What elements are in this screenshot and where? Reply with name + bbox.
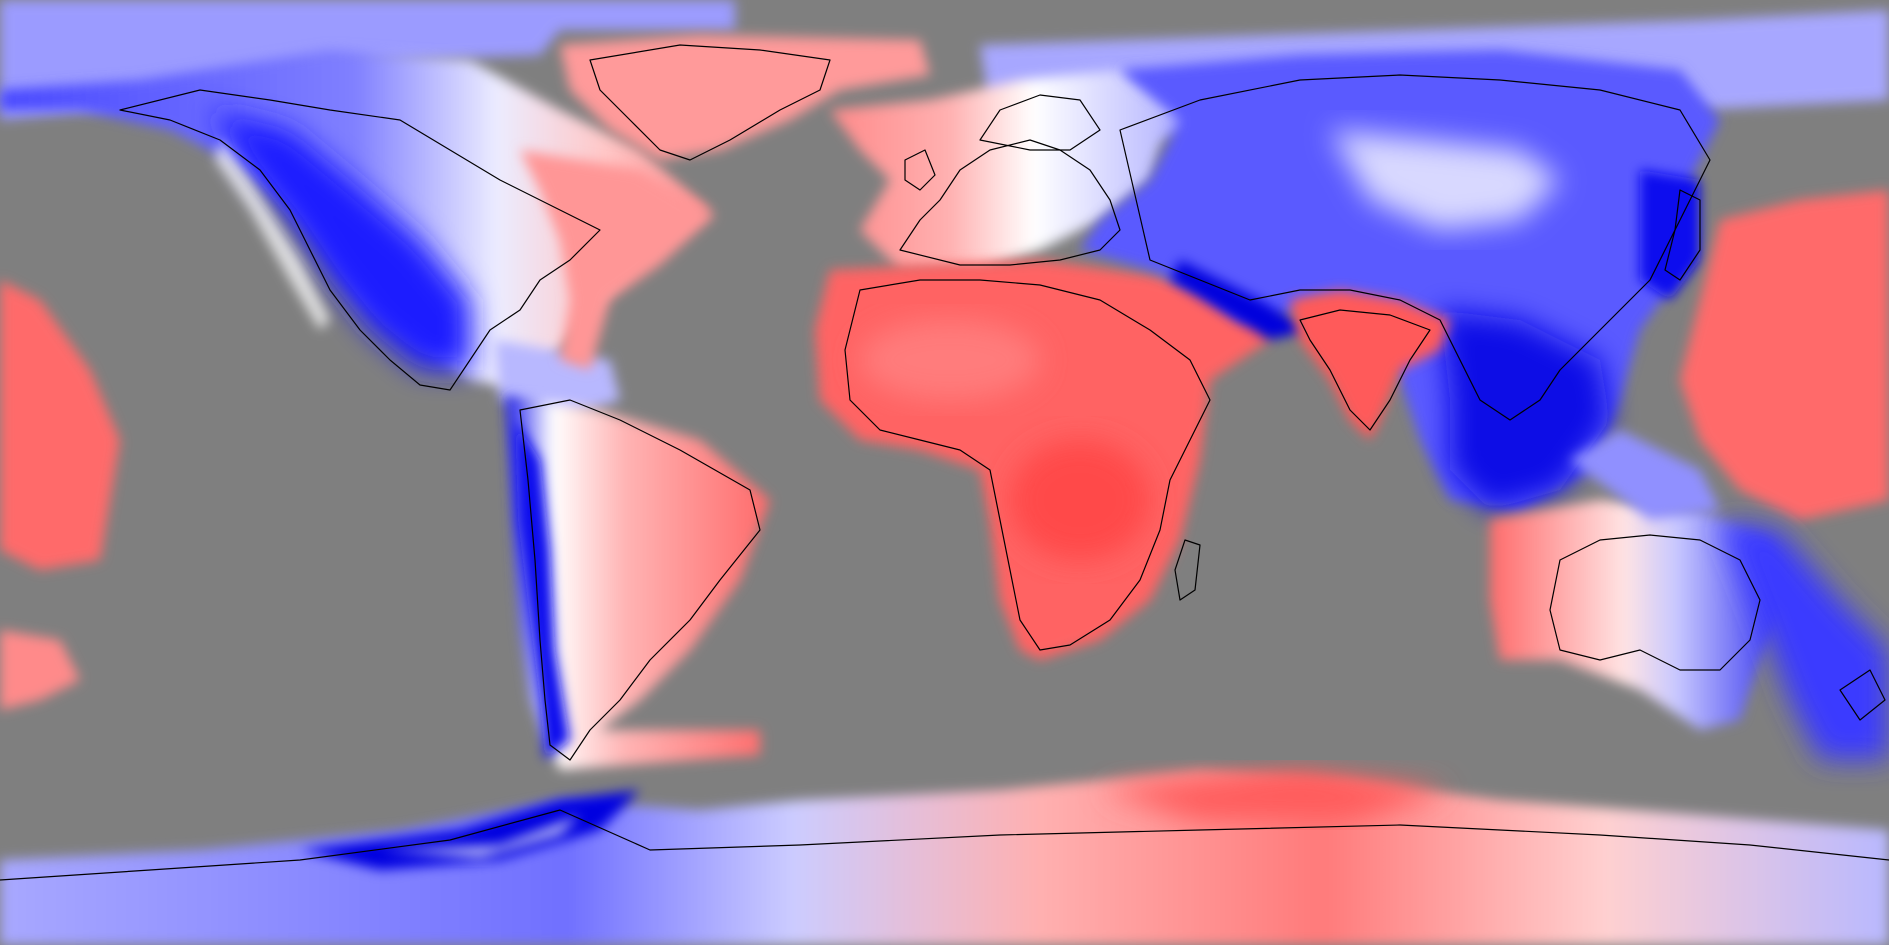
india-field	[1290, 290, 1450, 440]
coastline-asia	[1119, 74, 1711, 421]
greenland-field	[560, 35, 930, 160]
antarctica-field	[0, 770, 1889, 945]
coastline-new-zealand	[1839, 669, 1886, 721]
coastline-australia	[1549, 534, 1761, 671]
coastline-africa	[844, 279, 1211, 651]
south-america-field	[505, 395, 770, 770]
europe-field	[830, 70, 1170, 270]
north-pacific-west-field	[0, 280, 120, 570]
coastline-madagascar	[1174, 539, 1201, 601]
coastline-europe	[899, 139, 1121, 266]
coastline-japan	[1664, 189, 1701, 281]
coastline-scandinavia	[979, 94, 1101, 151]
coastline-north-america	[119, 89, 601, 391]
coastlines	[0, 44, 1889, 881]
coastline-uk	[904, 149, 936, 191]
coastline-greenland	[589, 44, 831, 161]
north-pacific-east-field	[1680, 190, 1889, 520]
africa-field	[815, 260, 1270, 660]
south-pacific-field	[0, 630, 80, 710]
north-atlantic-field	[520, 150, 715, 370]
asia-field	[1080, 50, 1720, 510]
coastline-india	[1299, 309, 1431, 431]
coastline-antarctica	[0, 809, 1889, 881]
coastline-south-america	[519, 399, 761, 761]
